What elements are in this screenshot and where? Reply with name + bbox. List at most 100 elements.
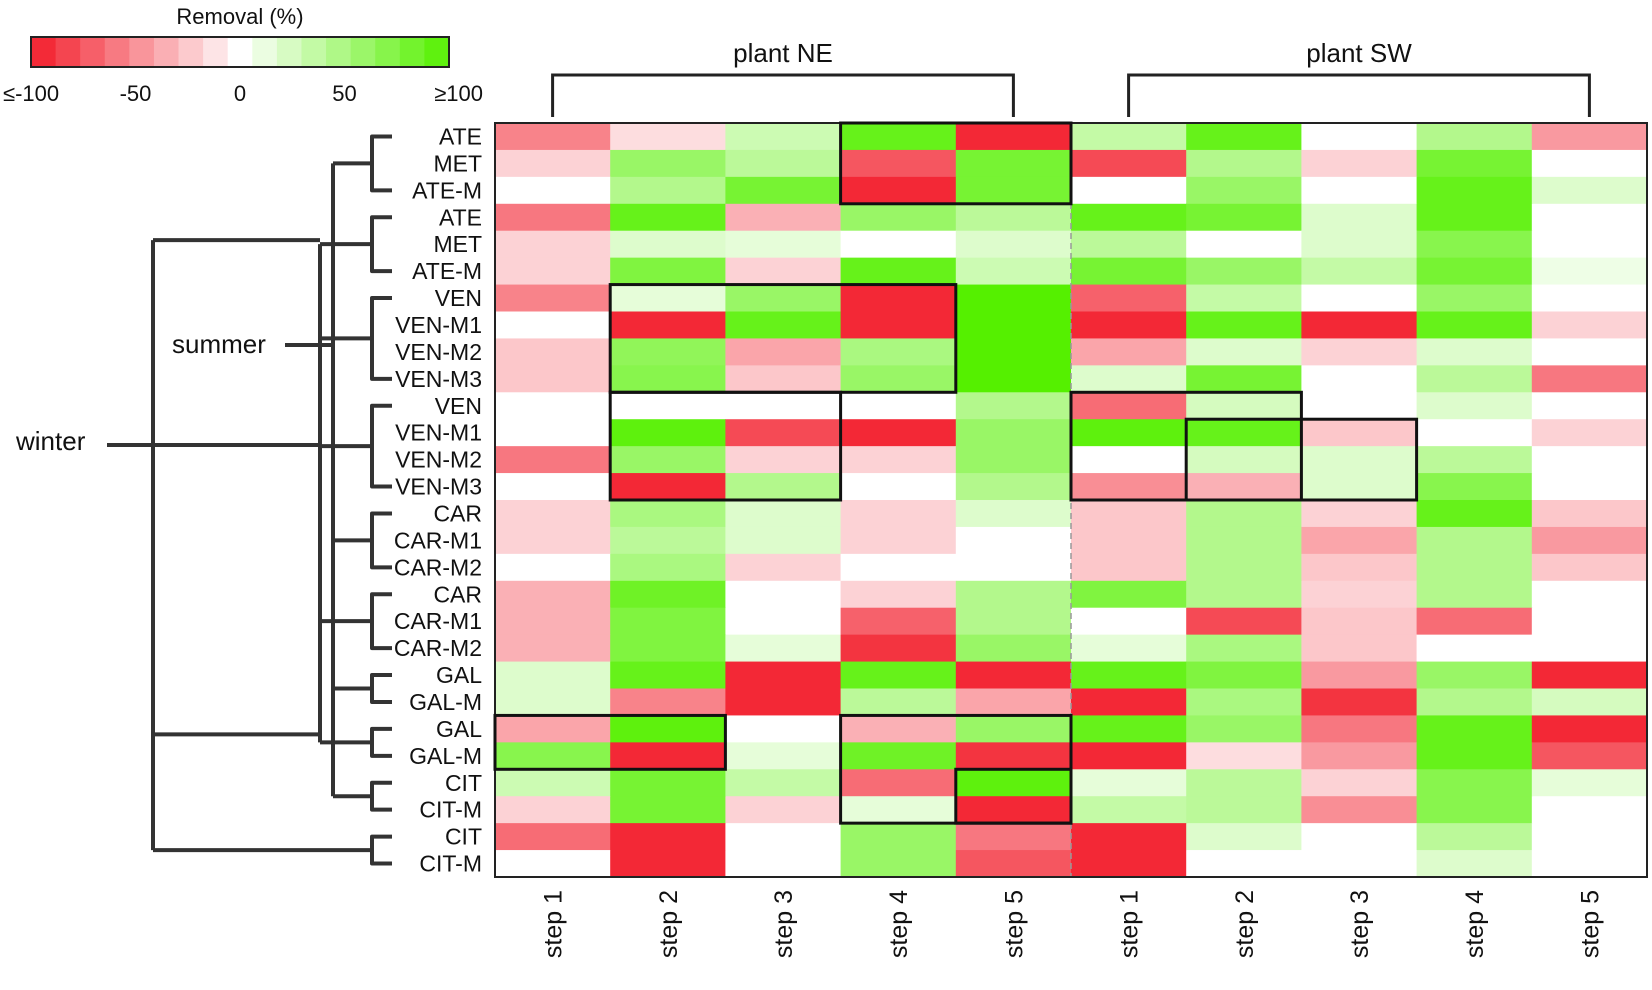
heatmap-cell-r12-c8 xyxy=(1416,446,1533,474)
heatmap-cell-r26-c4 xyxy=(955,823,1072,851)
heatmap-cell-r6-c1 xyxy=(610,284,726,313)
colorbar-swatch-16 xyxy=(424,37,450,67)
heatmap-cell-r15-c3 xyxy=(840,526,957,555)
dendrogram-brace-leaf-2 xyxy=(370,296,392,381)
colorbar-title: Removal (%) xyxy=(176,4,303,29)
row-label-0: ATE xyxy=(439,124,482,150)
colorbar-swatch-9 xyxy=(252,37,278,67)
heatmap-cell-r1-c7 xyxy=(1301,149,1418,178)
heatmap-cell-r0-c3 xyxy=(840,123,957,151)
heatmap-cell-r27-c7 xyxy=(1301,850,1418,878)
heatmap-cell-r19-c1 xyxy=(610,634,726,663)
heatmap-cell-r27-c2 xyxy=(725,850,842,878)
heatmap-cell-r9-c1 xyxy=(610,365,726,393)
heatmap-cell-r23-c5 xyxy=(1071,742,1187,770)
dendrogram-brace-leaf-7 xyxy=(370,726,392,758)
heatmap-cell-r16-c0 xyxy=(495,553,611,582)
heatmap-cell-r15-c2 xyxy=(725,526,842,555)
heatmap-cell-r0-c7 xyxy=(1301,123,1418,151)
heatmap-cell-r9-c4 xyxy=(955,365,1072,393)
heatmap-cell-r18-c3 xyxy=(840,607,957,636)
colorbar-swatch-2 xyxy=(80,37,106,67)
heatmap-cell-r11-c6 xyxy=(1186,419,1302,447)
heatmap-cell-r1-c5 xyxy=(1071,149,1187,178)
heatmap-cell-r6-c8 xyxy=(1416,284,1533,313)
plant-label-0: plant NE xyxy=(733,38,833,68)
heatmap-cell-r4-c8 xyxy=(1416,230,1533,259)
heatmap-cell-r14-c2 xyxy=(725,500,842,528)
column-labels: step 1 step 2 step 3 step 4 step 5 step 1 step… xyxy=(540,890,1605,958)
heatmap-cell-r11-c0 xyxy=(495,419,611,447)
row-label-22: GAL xyxy=(436,716,482,742)
heatmap-cell-r17-c6 xyxy=(1186,580,1302,609)
row-label-15: CAR-M1 xyxy=(394,527,482,553)
heatmap-cell-r12-c5 xyxy=(1071,446,1187,474)
heatmap-cell-r2-c2 xyxy=(725,176,842,205)
heatmap-cell-r6-c7 xyxy=(1301,284,1418,313)
column-label-5: step 1 xyxy=(1116,890,1144,958)
heatmap-cell-r11-c1 xyxy=(610,419,726,447)
heatmap-cell-r17-c5 xyxy=(1071,580,1187,609)
heatmap-cell-r5-c4 xyxy=(955,257,1072,286)
heatmap-cell-r23-c3 xyxy=(840,742,957,770)
heatmap-cell-r4-c4 xyxy=(955,230,1072,259)
column-label-8: step 4 xyxy=(1461,890,1489,958)
row-labels: ATEMETATE-MATEMETATE-MVENVEN-M1VEN-M2VEN… xyxy=(394,124,482,877)
heatmap-cell-r18-c7 xyxy=(1301,607,1418,636)
heatmap-cell-r14-c3 xyxy=(840,500,957,528)
heatmap-cell-r25-c9 xyxy=(1531,796,1648,824)
heatmap-cell-r22-c7 xyxy=(1301,715,1418,743)
heatmap-cell-r6-c9 xyxy=(1531,284,1648,313)
heatmap-cell-r15-c7 xyxy=(1301,526,1418,555)
heatmap-cell-r21-c0 xyxy=(495,688,611,717)
heatmap-cell-r21-c3 xyxy=(840,688,957,717)
heatmap-cell-r13-c1 xyxy=(610,473,726,501)
heatmap-cell-r24-c0 xyxy=(495,769,611,797)
heatmap-cell-r26-c5 xyxy=(1071,823,1187,851)
column-label-9: step 5 xyxy=(1576,890,1604,958)
heatmap-cell-r16-c1 xyxy=(610,553,726,582)
column-label-2: step 3 xyxy=(770,890,798,958)
row-label-14: CAR xyxy=(433,501,482,527)
heatmap-cell-r20-c6 xyxy=(1186,661,1302,690)
heatmap-cell-r4-c1 xyxy=(610,230,726,259)
heatmap-cell-r8-c3 xyxy=(840,338,957,366)
heatmap-cell-r10-c4 xyxy=(955,392,1072,420)
heatmap-cell-r7-c1 xyxy=(610,311,726,340)
heatmap-cell-r24-c7 xyxy=(1301,769,1418,797)
heatmap-cell-r20-c2 xyxy=(725,661,842,690)
dendrogram-brace-leaf-3 xyxy=(370,403,392,489)
colorbar-swatch-10 xyxy=(276,37,302,67)
heatmap-cell-r9-c8 xyxy=(1416,365,1533,393)
heatmap-cell-r11-c4 xyxy=(955,419,1072,447)
heatmap-cell-r3-c6 xyxy=(1186,203,1302,232)
heatmap-cell-r17-c1 xyxy=(610,580,726,609)
heatmap-cell-r20-c1 xyxy=(610,661,726,690)
heatmap-cell-r18-c8 xyxy=(1416,607,1533,636)
heatmap-cell-r0-c4 xyxy=(955,123,1072,151)
heatmap-cell-r12-c0 xyxy=(495,446,611,474)
column-label-4: step 5 xyxy=(1000,890,1028,958)
heatmap-cell-r5-c6 xyxy=(1186,257,1302,286)
heatmap-cell-r12-c9 xyxy=(1531,446,1648,474)
row-label-3: ATE xyxy=(439,204,482,230)
heatmap-cell-r14-c1 xyxy=(610,500,726,528)
heatmap-cell-r14-c9 xyxy=(1531,500,1648,528)
heatmap-cell-r13-c5 xyxy=(1071,473,1187,501)
heatmap-cell-r11-c2 xyxy=(725,419,842,447)
heatmap-cell-r24-c3 xyxy=(840,769,957,797)
column-label-3: step 4 xyxy=(885,890,913,958)
heatmap-cell-r0-c2 xyxy=(725,123,842,151)
heatmap-cell-r23-c9 xyxy=(1531,742,1648,770)
heatmap-cell-r9-c5 xyxy=(1071,365,1187,393)
heatmap-cell-r26-c6 xyxy=(1186,823,1302,851)
heatmap-cell-r5-c9 xyxy=(1531,257,1648,286)
heatmap-cell-r23-c0 xyxy=(495,742,611,770)
row-label-17: CAR xyxy=(433,581,482,607)
heatmap-cell-r22-c3 xyxy=(840,715,957,743)
heatmap-cell-r15-c9 xyxy=(1531,526,1648,555)
heatmap-cell-r2-c3 xyxy=(840,176,957,205)
heatmap-cell-r2-c6 xyxy=(1186,176,1302,205)
heatmap-cell-r15-c5 xyxy=(1071,526,1187,555)
heatmap-cell-r1-c4 xyxy=(955,149,1072,178)
